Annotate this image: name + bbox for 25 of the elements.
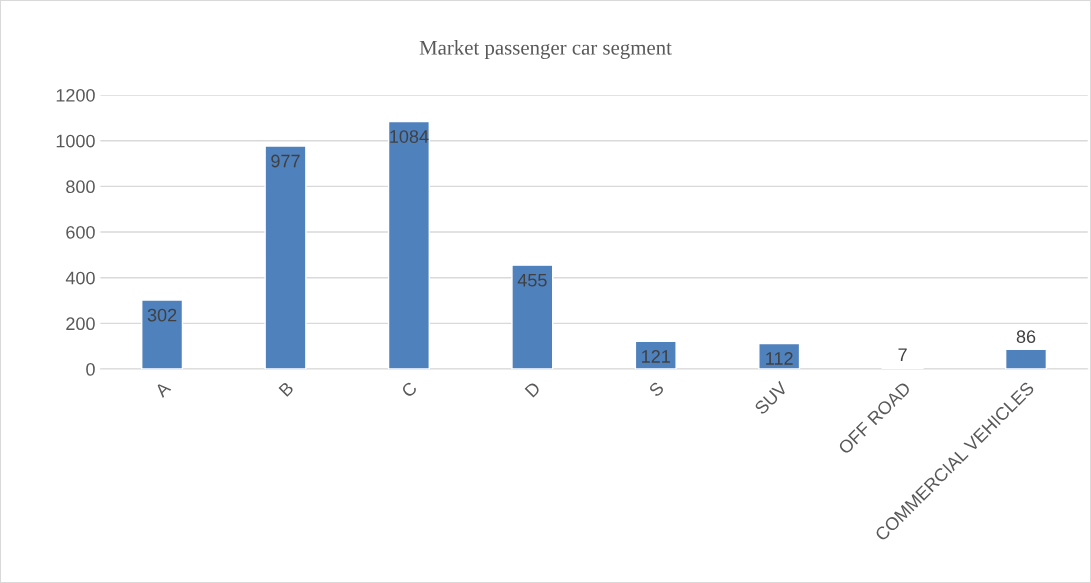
y-tick-label: 1000 — [56, 134, 95, 148]
data-label: 455 — [517, 273, 547, 287]
x-tick-label: B — [278, 381, 295, 397]
data-label: 7 — [898, 348, 907, 361]
data-label: 302 — [147, 308, 177, 322]
bar — [141, 299, 184, 370]
x-tick-label: C — [400, 380, 418, 399]
bar — [511, 264, 554, 370]
x-tick-label: S — [648, 381, 665, 398]
y-tick-label: 1200 — [56, 88, 95, 102]
bar — [264, 145, 307, 370]
y-tick-label: 600 — [66, 225, 95, 239]
data-label: 977 — [271, 154, 300, 168]
y-tick-label: 200 — [66, 317, 95, 331]
data-label: 121 — [642, 350, 670, 363]
data-label: 86 — [1016, 330, 1036, 344]
x-tick-label: A — [154, 380, 172, 398]
y-tick-label: 400 — [65, 271, 95, 285]
y-tick-label: 800 — [66, 180, 95, 194]
bar — [1004, 348, 1048, 370]
y-tick-label: 0 — [86, 362, 95, 376]
bar — [387, 120, 430, 370]
chart-title: Market passenger car segment — [419, 40, 672, 60]
x-tick-label: D — [524, 381, 541, 398]
data-label: 112 — [766, 352, 793, 365]
